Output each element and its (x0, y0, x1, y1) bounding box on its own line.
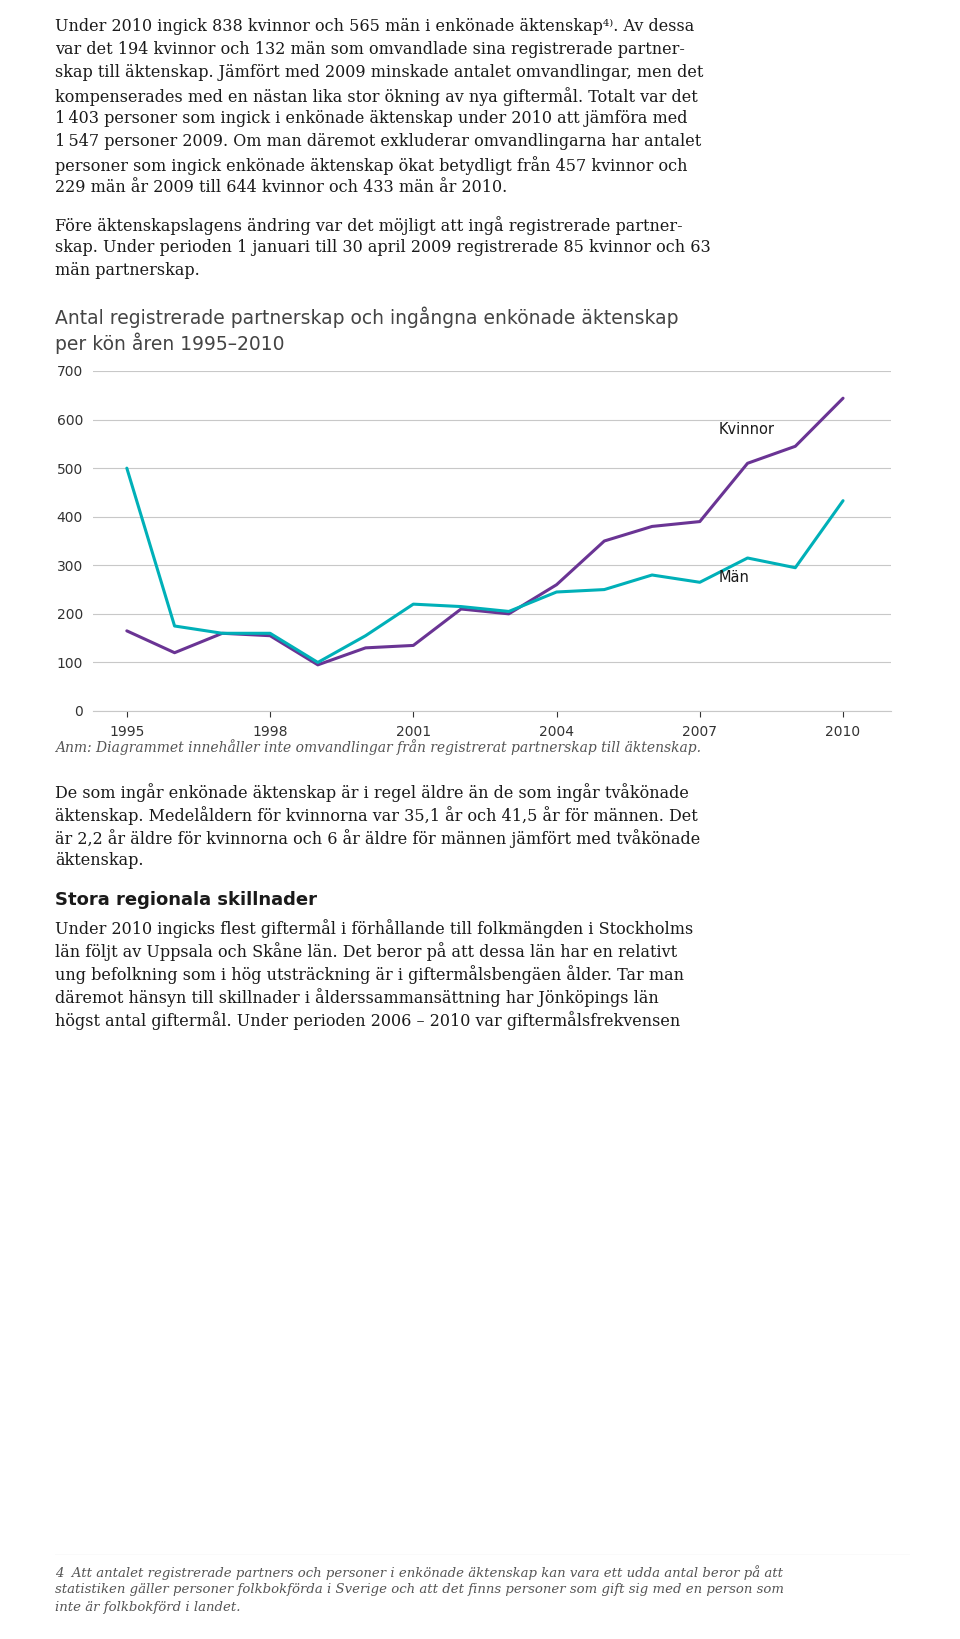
Text: inte är folkbokförd i landet.: inte är folkbokförd i landet. (55, 1601, 241, 1614)
Text: 1 547 personer 2009. Om man däremot exkluderar omvandlingarna har antalet: 1 547 personer 2009. Om man däremot exkl… (55, 133, 701, 151)
Text: skap till äktenskap. Jämfört med 2009 minskade antalet omvandlingar, men det: skap till äktenskap. Jämfört med 2009 mi… (55, 64, 704, 80)
Text: Kvinnor: Kvinnor (719, 423, 775, 438)
Text: Under 2010 ingicks flest giftermål i förhållande till folkmängden i Stockholms: Under 2010 ingicks flest giftermål i för… (55, 919, 693, 938)
Text: statistiken gäller personer folkbokförda i Sverige och att det finns personer so: statistiken gäller personer folkbokförda… (55, 1583, 784, 1596)
Text: män partnerskap.: män partnerskap. (55, 262, 200, 279)
Text: Före äktenskapslagens ändring var det möjligt att ingå registrerade partner-: Före äktenskapslagens ändring var det mö… (55, 216, 683, 234)
Text: var det 194 kvinnor och 132 män som omvandlade sina registrerade partner-: var det 194 kvinnor och 132 män som omva… (55, 41, 684, 57)
Text: län följt av Uppsala och Skåne län. Det beror på att dessa län har en relativt: län följt av Uppsala och Skåne län. Det … (55, 942, 677, 960)
Text: högst antal giftermål. Under perioden 2006 – 2010 var giftermålsfrekvensen: högst antal giftermål. Under perioden 20… (55, 1011, 681, 1029)
Text: Män: Män (719, 570, 750, 585)
Text: skap. Under perioden 1 januari till 30 april 2009 registrerade 85 kvinnor och 63: skap. Under perioden 1 januari till 30 a… (55, 239, 710, 256)
Text: 1 403 personer som ingick i enkönade äktenskap under 2010 att jämföra med: 1 403 personer som ingick i enkönade äkt… (55, 110, 687, 126)
Text: Stora regionala skillnader: Stora regionala skillnader (55, 892, 317, 910)
Text: 4  Att antalet registrerade partners och personer i enkönade äktenskap kan vara : 4 Att antalet registrerade partners och … (55, 1565, 783, 1580)
Text: 229 män år 2009 till 644 kvinnor och 433 män år 2010.: 229 män år 2009 till 644 kvinnor och 433… (55, 179, 507, 197)
Text: är 2,2 år äldre för kvinnorna och 6 år äldre för männen jämfört med tvåkönade: är 2,2 år äldre för kvinnorna och 6 år ä… (55, 829, 700, 847)
Text: Under 2010 ingick 838 kvinnor och 565 män i enkönade äktenskap⁴⁾. Av dessa: Under 2010 ingick 838 kvinnor och 565 mä… (55, 18, 694, 34)
Text: Antal registrerade partnerskap och ingångna enkönade äktenskap: Antal registrerade partnerskap och ingån… (55, 306, 679, 328)
Text: per kön åren 1995–2010: per kön åren 1995–2010 (55, 333, 284, 354)
Text: däremot hänsyn till skillnader i ålderssammansättning har Jönköpings län: däremot hänsyn till skillnader i ålderss… (55, 988, 659, 1006)
Text: Anm: Diagrammet innehåller inte omvandlingar från registrerat partnerskap till ä: Anm: Diagrammet innehåller inte omvandli… (55, 739, 701, 756)
Text: De som ingår enkönade äktenskap är i regel äldre än de som ingår tvåkönade: De som ingår enkönade äktenskap är i reg… (55, 783, 689, 801)
Text: äktenskap. Medelåldern för kvinnorna var 35,1 år och 41,5 år för männen. Det: äktenskap. Medelåldern för kvinnorna var… (55, 806, 698, 824)
Text: ung befolkning som i hög utsträckning är i giftermålsbengäen ålder. Tar man: ung befolkning som i hög utsträckning är… (55, 965, 684, 983)
Text: personer som ingick enkönade äktenskap ökat betydligt från 457 kvinnor och: personer som ingick enkönade äktenskap ö… (55, 156, 687, 175)
Text: äktenskap.: äktenskap. (55, 852, 143, 869)
Text: kompenserades med en nästan lika stor ökning av nya giftermål. Totalt var det: kompenserades med en nästan lika stor ök… (55, 87, 698, 107)
